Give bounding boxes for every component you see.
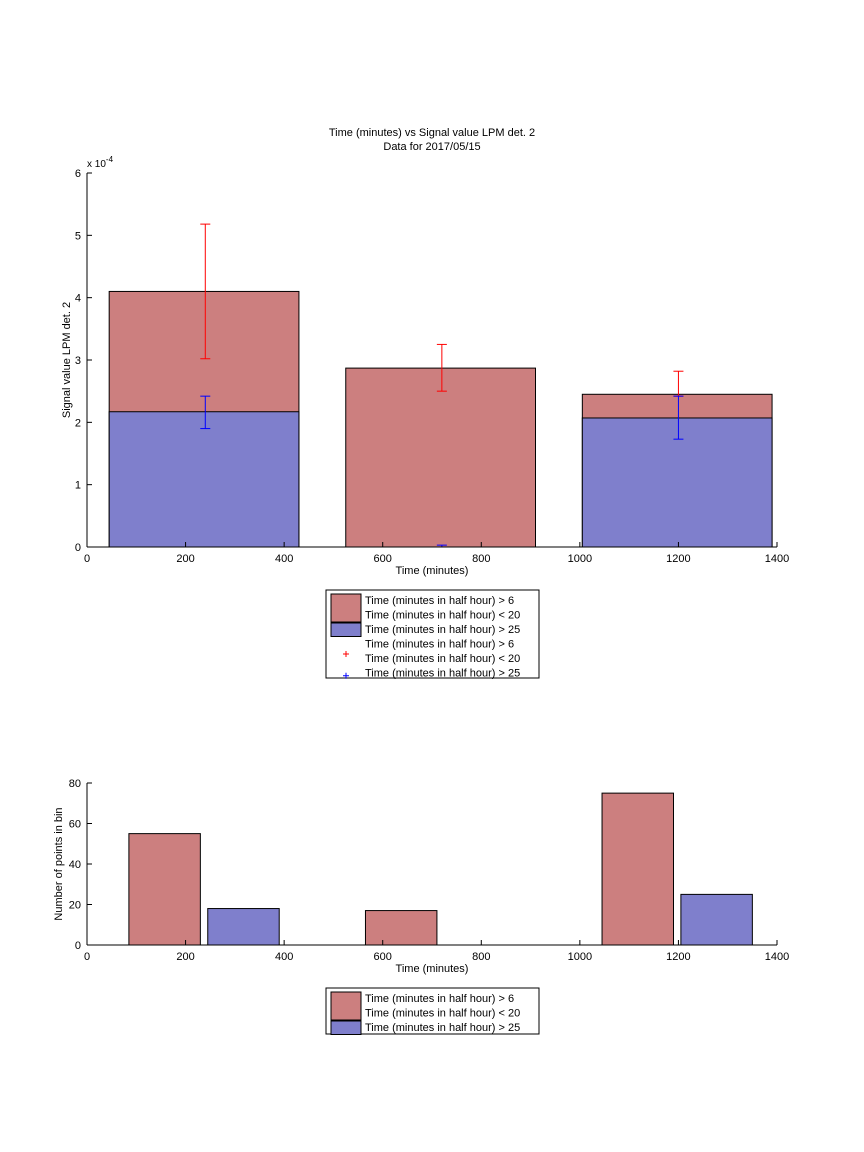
signal-chart: Time (minutes) vs Signal value LPM det. … [61,127,789,680]
x-tick-label: 800 [472,553,490,565]
y-tick-label: 2 [75,417,81,429]
x-tick-label: 0 [84,553,90,565]
count-x-ticks: 0 200 400 600 800 1000 1200 1400 [84,940,789,963]
x-tick-label: 200 [176,951,194,963]
signal-x-label: Time (minutes) [396,565,469,577]
blue-error-bar-5 [673,395,684,440]
x-tick-label: 1000 [568,951,592,963]
legend-entry-0: Time (minutes in half hour) > 6 Time (min… [330,991,520,1021]
y-tick-label: 6 [75,168,81,180]
count-chart: 0 200 400 600 800 1000 1200 1400 0 20 40 60 80 Time… [53,778,789,1035]
x-tick-label: 400 [275,951,293,963]
x-tick-label: 800 [472,951,490,963]
y-tick-label: 5 [75,230,81,242]
x-tick-label: 1000 [568,553,592,565]
y-tick-label: 20 [69,900,81,912]
red-error-bar-4 [673,370,684,397]
y-tick-label: 0 [75,940,81,952]
legend-label: Time (minutes in half hour) > 6 [365,639,514,651]
count-y-ticks: 0 20 40 60 80 [69,778,92,952]
legend-swatch [330,622,362,637]
legend-swatch [330,991,362,1021]
x-tick-label: 200 [176,553,194,565]
count-bars [128,792,753,946]
y-tick-label: 60 [69,819,81,831]
red-bar-2 [601,792,674,946]
red-bar-0 [128,833,201,946]
legend-entry-3: Time (minutes in half hour) > 25 [343,668,520,680]
signal-legend: Time (minutes in half hour) > 6 Time (min… [325,589,540,680]
x-tick-label: 600 [374,553,392,565]
red-bar-1 [345,367,536,548]
legend-label: Time (minutes in half hour) < 20 [365,1008,520,1020]
x-tick-label: 600 [374,951,392,963]
legend-label: Time (minutes in half hour) > 25 [365,668,520,680]
y-tick-label: 80 [69,778,81,790]
legend-entry-1: Time (minutes in half hour) > 25 [330,622,520,637]
y-tick-label: 40 [69,859,81,871]
red-bar-1 [364,910,438,946]
x-tick-label: 1400 [765,553,789,565]
blue-bar-3 [108,411,300,548]
y-exponent-label: x 10-4 [87,155,114,170]
count-y-label: Number of points in bin [53,807,65,920]
signal-x-ticks: 0 200 400 600 800 1000 1200 1400 [84,542,789,565]
x-tick-label: 1200 [666,951,690,963]
signal-y-ticks: 0 1 2 3 4 5 6 [75,168,92,554]
red-error-bar-2 [436,343,447,392]
chart-subtitle: Data for 2017/05/15 [383,141,480,153]
x-tick-label: 1400 [765,951,789,963]
legend-entry-0: Time (minutes in half hour) > 6 Time (min… [330,593,520,623]
red-error-bar-0 [200,223,211,360]
x-tick-label: 400 [275,553,293,565]
legend-label: Time (minutes in half hour) > 25 [365,624,520,636]
legend-label: Time (minutes in half hour) > 25 [365,1022,520,1034]
blue-error-bar-1 [200,395,211,430]
legend-label: Time (minutes in half hour) > 6 [365,595,514,607]
y-tick-label: 3 [75,355,81,367]
blue-bar-3 [207,908,280,946]
legend-swatch [330,593,362,623]
y-tick-label: 1 [75,480,81,492]
signal-error-bars [200,223,684,548]
count-x-label: Time (minutes) [396,963,469,975]
blue-bar-4 [581,417,773,548]
y-tick-label: 4 [75,293,81,305]
signal-bars [108,290,773,548]
legend-label: Time (minutes in half hour) < 20 [365,653,520,665]
count-legend: Time (minutes in half hour) > 6 Time (min… [325,987,540,1035]
chart-title: Time (minutes) vs Signal value LPM det. … [329,127,535,139]
legend-entry-1: Time (minutes in half hour) > 25 [330,1020,520,1035]
legend-swatch [330,1020,362,1035]
legend-label: Time (minutes in half hour) < 20 [365,610,520,622]
legend-label: Time (minutes in half hour) > 6 [365,993,514,1005]
x-tick-label: 1200 [666,553,690,565]
signal-y-label: Signal value LPM det. 2 [61,302,73,418]
x-tick-label: 0 [84,951,90,963]
legend-entry-2: Time (minutes in half hour) > 6 Time (min… [343,639,520,665]
blue-bar-4 [680,893,753,946]
y-tick-label: 0 [75,542,81,554]
